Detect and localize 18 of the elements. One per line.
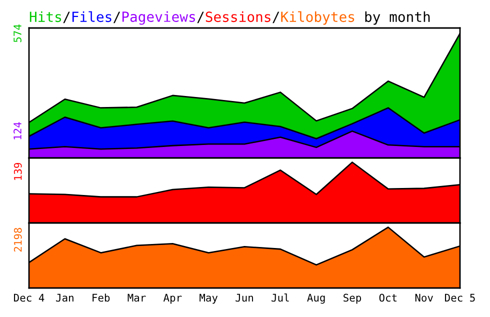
- x-tick-label: Dec 4: [14, 294, 44, 302]
- x-tick-label: Oct: [379, 294, 397, 302]
- x-tick-label: Aug: [307, 294, 325, 304]
- x-tick-label: Nov: [415, 294, 433, 302]
- x-tick-label: Apr: [163, 294, 182, 304]
- text: 2198: [14, 228, 22, 252]
- x-tick-label: Mar: [128, 294, 146, 302]
- text: 139: [14, 162, 22, 180]
- x-tick-label: Feb: [92, 294, 110, 302]
- x-tick-label: Dec 5: [445, 294, 475, 302]
- chart-title: Hits/Files/Pageviews/Sessions/Kilobytes by month: [30, 11, 430, 25]
- x-tick-label: Jan: [56, 294, 74, 302]
- x-tick-label: Jun: [236, 294, 253, 302]
- x-tick-label: Sep: [344, 294, 362, 304]
- x-tick-label: May: [200, 294, 218, 304]
- y-tick-label: 574: [14, 24, 22, 42]
- y-tick-label: 124: [14, 122, 22, 140]
- x-tick-label: Jul: [272, 294, 289, 302]
